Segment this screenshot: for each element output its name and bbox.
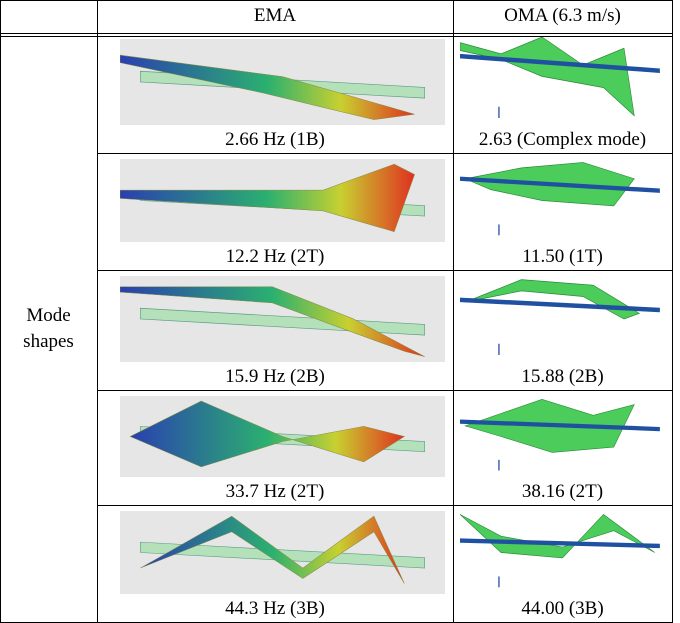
table-page: EMA OMA (6.3 m/s) Mode shapes 2.66 Hz (1… [0,0,680,623]
ema-mode-image [120,39,445,125]
ema-mode-image [120,276,445,362]
v-rule [97,0,98,623]
oma-mode-image [460,157,665,244]
ema-mode-image [120,511,445,594]
ema-caption: 15.9 Hz (2B) [97,366,453,388]
row-label: Mode shapes [0,303,97,355]
h-rule [0,33,673,34]
oma-caption: 38.16 (2T) [453,481,672,503]
ema-caption: 33.7 Hz (2T) [97,481,453,503]
ema-caption: 44.3 Hz (3B) [97,598,453,620]
h-rule [0,0,673,1]
ema-caption: 2.66 Hz (1B) [97,129,453,151]
column-header: OMA (6.3 m/s) [453,5,672,27]
v-rule [672,0,673,623]
oma-mode-image [460,509,665,596]
v-rule [0,0,1,623]
h-rule [97,390,673,391]
h-rule [97,270,673,271]
v-rule [453,0,454,623]
h-rule [97,153,673,154]
h-rule [97,505,673,506]
oma-mode-image [460,394,665,479]
oma-mode-image [460,37,665,127]
oma-caption: 15.88 (2B) [453,366,672,388]
ema-mode-image [120,159,445,242]
ema-caption: 12.2 Hz (2T) [97,246,453,268]
oma-mode-image [460,274,665,364]
oma-caption: 11.50 (1T) [453,246,672,268]
ema-mode-image [120,396,445,477]
oma-caption: 2.63 (Complex mode) [453,129,672,151]
column-header: EMA [97,5,453,27]
oma-caption: 44.00 (3B) [453,598,672,620]
